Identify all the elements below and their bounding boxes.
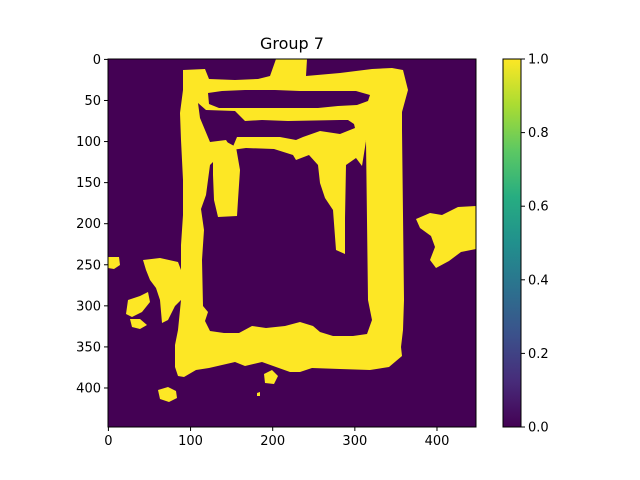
y-tick-label: 100 xyxy=(76,135,101,150)
frame-region xyxy=(175,59,408,377)
left-fragment-c xyxy=(126,292,150,317)
y-tick-label: 400 xyxy=(76,381,101,396)
y-tick-label: 50 xyxy=(84,94,101,109)
left-fragment-b xyxy=(143,258,181,323)
top-inner-hole xyxy=(208,90,370,108)
x-tick-label: 400 xyxy=(425,434,450,449)
left-fragment-d xyxy=(130,319,147,329)
right-blob xyxy=(416,206,476,268)
left-fragment-a xyxy=(108,257,120,269)
plot-frame xyxy=(107,58,477,428)
y-tick-label: 200 xyxy=(76,217,101,232)
colorbar-tick-label: 1.0 xyxy=(528,53,549,68)
y-tick-label: 300 xyxy=(76,299,101,314)
x-axis: 0 100 200 300 400 xyxy=(104,427,449,449)
colorbar-axis: 0.0 0.2 0.4 0.6 0.8 1.0 xyxy=(521,53,549,436)
left-pillar xyxy=(213,141,240,217)
colorbar-tick-label: 0.6 xyxy=(528,200,549,215)
bottom-dot-a xyxy=(158,387,177,402)
colorbar-tick-label: 0.0 xyxy=(528,421,549,436)
y-tick-label: 350 xyxy=(76,340,101,355)
colorbar-tick-label: 0.2 xyxy=(528,347,549,362)
bottom-dot-b xyxy=(264,370,278,384)
y-tick-label: 0 xyxy=(93,53,101,68)
bottom-dot-c xyxy=(257,392,260,396)
colorbar-tick-label: 0.8 xyxy=(528,126,549,141)
y-axis: 0 50 100 150 200 250 300 350 400 xyxy=(76,53,108,396)
plot-area xyxy=(107,58,477,428)
chart-title: Group 7 xyxy=(260,34,324,53)
colorbar-tick-label: 0.4 xyxy=(528,273,549,288)
colorbar xyxy=(502,58,522,428)
y-tick-label: 150 xyxy=(76,176,101,191)
x-tick-label: 300 xyxy=(342,434,367,449)
x-tick-label: 0 xyxy=(104,434,112,449)
x-tick-label: 200 xyxy=(260,434,285,449)
y-tick-label: 250 xyxy=(76,258,101,273)
x-tick-label: 100 xyxy=(178,434,203,449)
